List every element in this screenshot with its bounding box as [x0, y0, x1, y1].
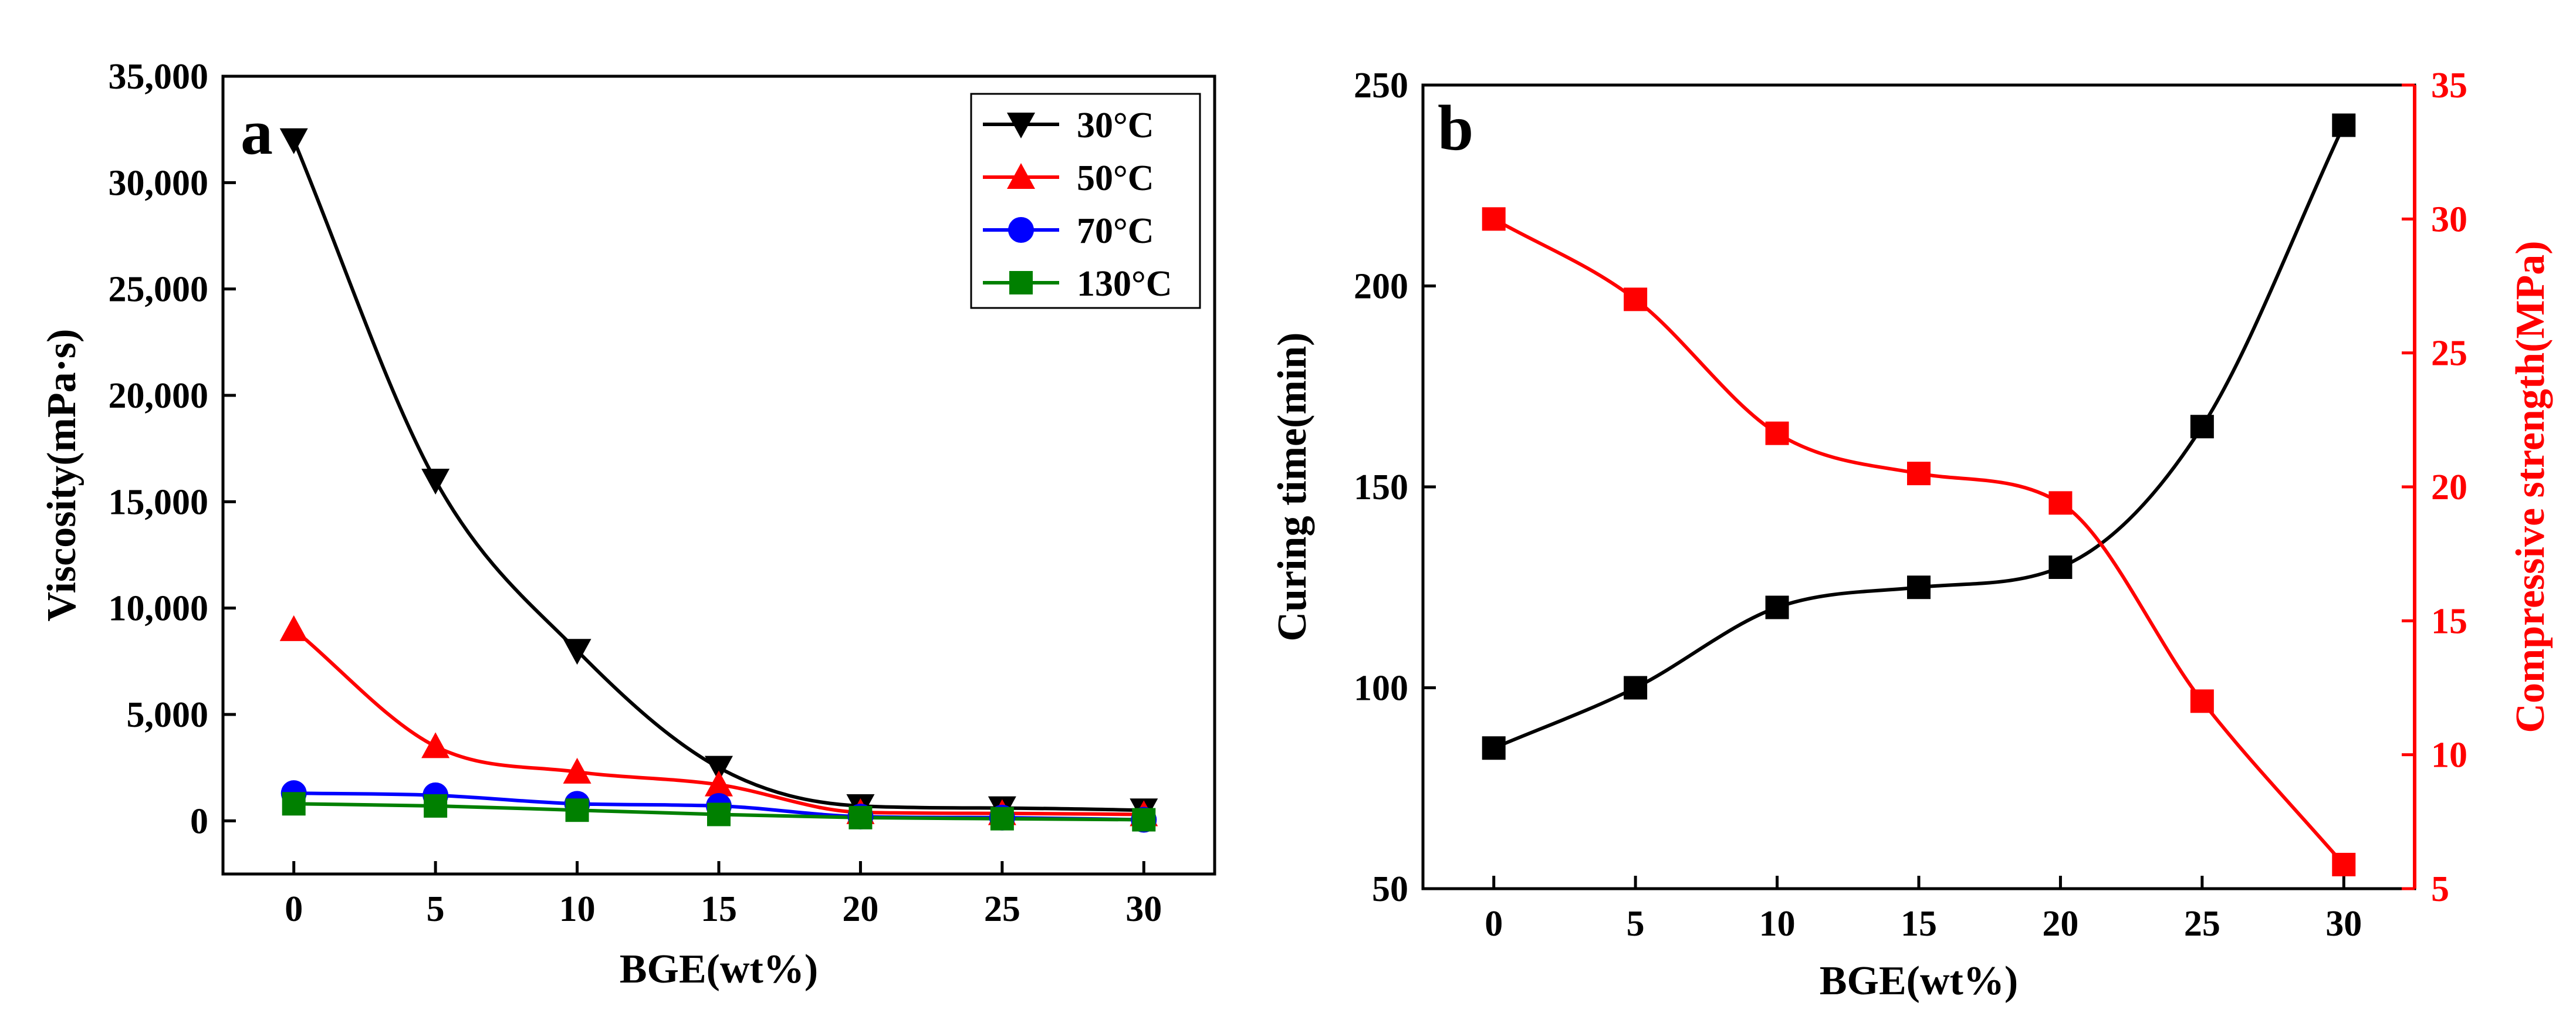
series-line-0 [1493, 124, 2346, 750]
x-tick-label: 0 [1485, 904, 1503, 944]
data-point [1624, 676, 1648, 700]
data-point [1482, 736, 1506, 760]
legend-marker [1007, 163, 1035, 189]
left-y-tick-label: 50 [1372, 869, 1408, 909]
left-y-axis: 50 100 150 200 250 [1354, 66, 1436, 909]
x-axis-label: BGE(wt%) [620, 947, 818, 992]
data-point [2190, 689, 2214, 713]
x-axis: 0 5 10 15 20 25 30 [1485, 876, 2362, 944]
x-tick-label: 25 [2184, 904, 2220, 944]
y-tick-label: 0 [190, 801, 208, 841]
series-lines [1493, 124, 2346, 866]
y-tick-label: 25,000 [109, 270, 209, 310]
x-tick-label: 5 [1627, 904, 1645, 944]
data-point [990, 807, 1014, 831]
x-tick-label: 20 [842, 889, 878, 929]
right-y-axis-label: Compressive strength(MPa) [2508, 240, 2553, 733]
legend-marker [1007, 113, 1035, 138]
right-y-tick-label: 20 [2431, 468, 2467, 507]
y-tick-label: 15,000 [109, 482, 209, 522]
data-point [563, 757, 591, 784]
x-tick-label: 15 [701, 889, 737, 929]
y-tick-label: 20,000 [109, 376, 209, 416]
data-point [1132, 808, 1156, 832]
legend-label: 130°C [1077, 264, 1172, 304]
series-line-1 [1493, 217, 2345, 866]
data-point [705, 756, 733, 782]
legend-label: 50°C [1077, 158, 1154, 198]
x-tick-label: 30 [2325, 904, 2362, 944]
series-line-0 [292, 139, 1144, 812]
y-tick-label: 10,000 [109, 589, 209, 629]
right-y-tick-label: 25 [2431, 334, 2467, 374]
legend-marker [1009, 271, 1033, 294]
data-point [2048, 491, 2073, 515]
data-point [279, 615, 308, 641]
legend-label: 70°C [1077, 211, 1154, 251]
data-point [1624, 287, 1648, 311]
x-tick-label: 10 [1759, 904, 1796, 944]
data-point [1907, 462, 1931, 486]
data-point [282, 792, 306, 816]
x-tick-label: 5 [427, 889, 445, 929]
x-tick-label: 15 [1901, 904, 1937, 944]
left-y-tick-label: 200 [1354, 267, 1408, 307]
y-axis: 0 5,000 10,000 15,000 20,000 25,000 30,000 35,0… [109, 57, 236, 841]
left-y-tick-label: 100 [1354, 669, 1408, 709]
data-point [424, 794, 448, 818]
data-point [279, 128, 308, 154]
data-point [563, 639, 591, 665]
data-point [1907, 575, 1931, 599]
x-tick-label: 25 [984, 889, 1020, 929]
data-point [421, 732, 450, 758]
y-tick-label: 35,000 [109, 57, 209, 97]
y-axis-label: Viscosity(mPa·s) [39, 329, 84, 622]
series-markers [279, 128, 1158, 833]
data-point [1765, 595, 1789, 619]
left-y-tick-label: 250 [1354, 66, 1408, 106]
right-y-tick-label: 15 [2431, 601, 2467, 641]
right-y-tick-label: 10 [2431, 736, 2467, 775]
right-y-axis: 5 10 15 20 25 30 35 [2402, 66, 2467, 909]
legend-marker [1008, 217, 1034, 243]
y-tick-label: 30,000 [109, 163, 209, 203]
x-tick-label: 20 [2042, 904, 2078, 944]
data-point [848, 805, 873, 829]
plot-frame [1421, 83, 2416, 890]
x-axis: 0 5 10 15 20 25 30 [285, 861, 1162, 929]
legend-label: 30°C [1077, 106, 1154, 145]
viscosity-chart: 0 5 10 15 20 25 30 0 5,000 10,000 15,000 20,000 25,… [39, 57, 1216, 992]
right-y-tick-label: 30 [2431, 199, 2467, 239]
data-point [2190, 415, 2214, 439]
y-tick-label: 5,000 [127, 695, 209, 735]
left-y-axis-label: Curing time(min) [1270, 333, 1315, 642]
panel-label: b [1438, 92, 1473, 164]
left-y-tick-label: 150 [1354, 468, 1408, 507]
x-tick-label: 0 [285, 889, 303, 929]
data-point [2332, 852, 2356, 876]
panel-label: a [241, 96, 273, 168]
right-y-tick-label: 35 [2431, 66, 2467, 106]
right-y-tick-label: 5 [2431, 869, 2449, 909]
x-tick-label: 10 [559, 889, 596, 929]
data-point [707, 802, 731, 826]
x-axis-label: BGE(wt%) [1820, 958, 2018, 1004]
data-point [1482, 207, 1506, 231]
data-point [2332, 113, 2356, 137]
series-markers [1482, 113, 2356, 876]
curing-strength-chart: 0 5 10 15 20 25 30 50 100 150 200 250 5 10 15 20 25 30 3… [1270, 66, 2553, 1004]
data-point [565, 798, 589, 822]
x-tick-label: 30 [1125, 889, 1162, 929]
legend: 30°C 50°C 70°C 130°C [970, 93, 1201, 309]
data-point [1765, 421, 1789, 445]
data-point [421, 469, 450, 495]
data-point [2048, 555, 2073, 579]
data-point [705, 770, 733, 797]
